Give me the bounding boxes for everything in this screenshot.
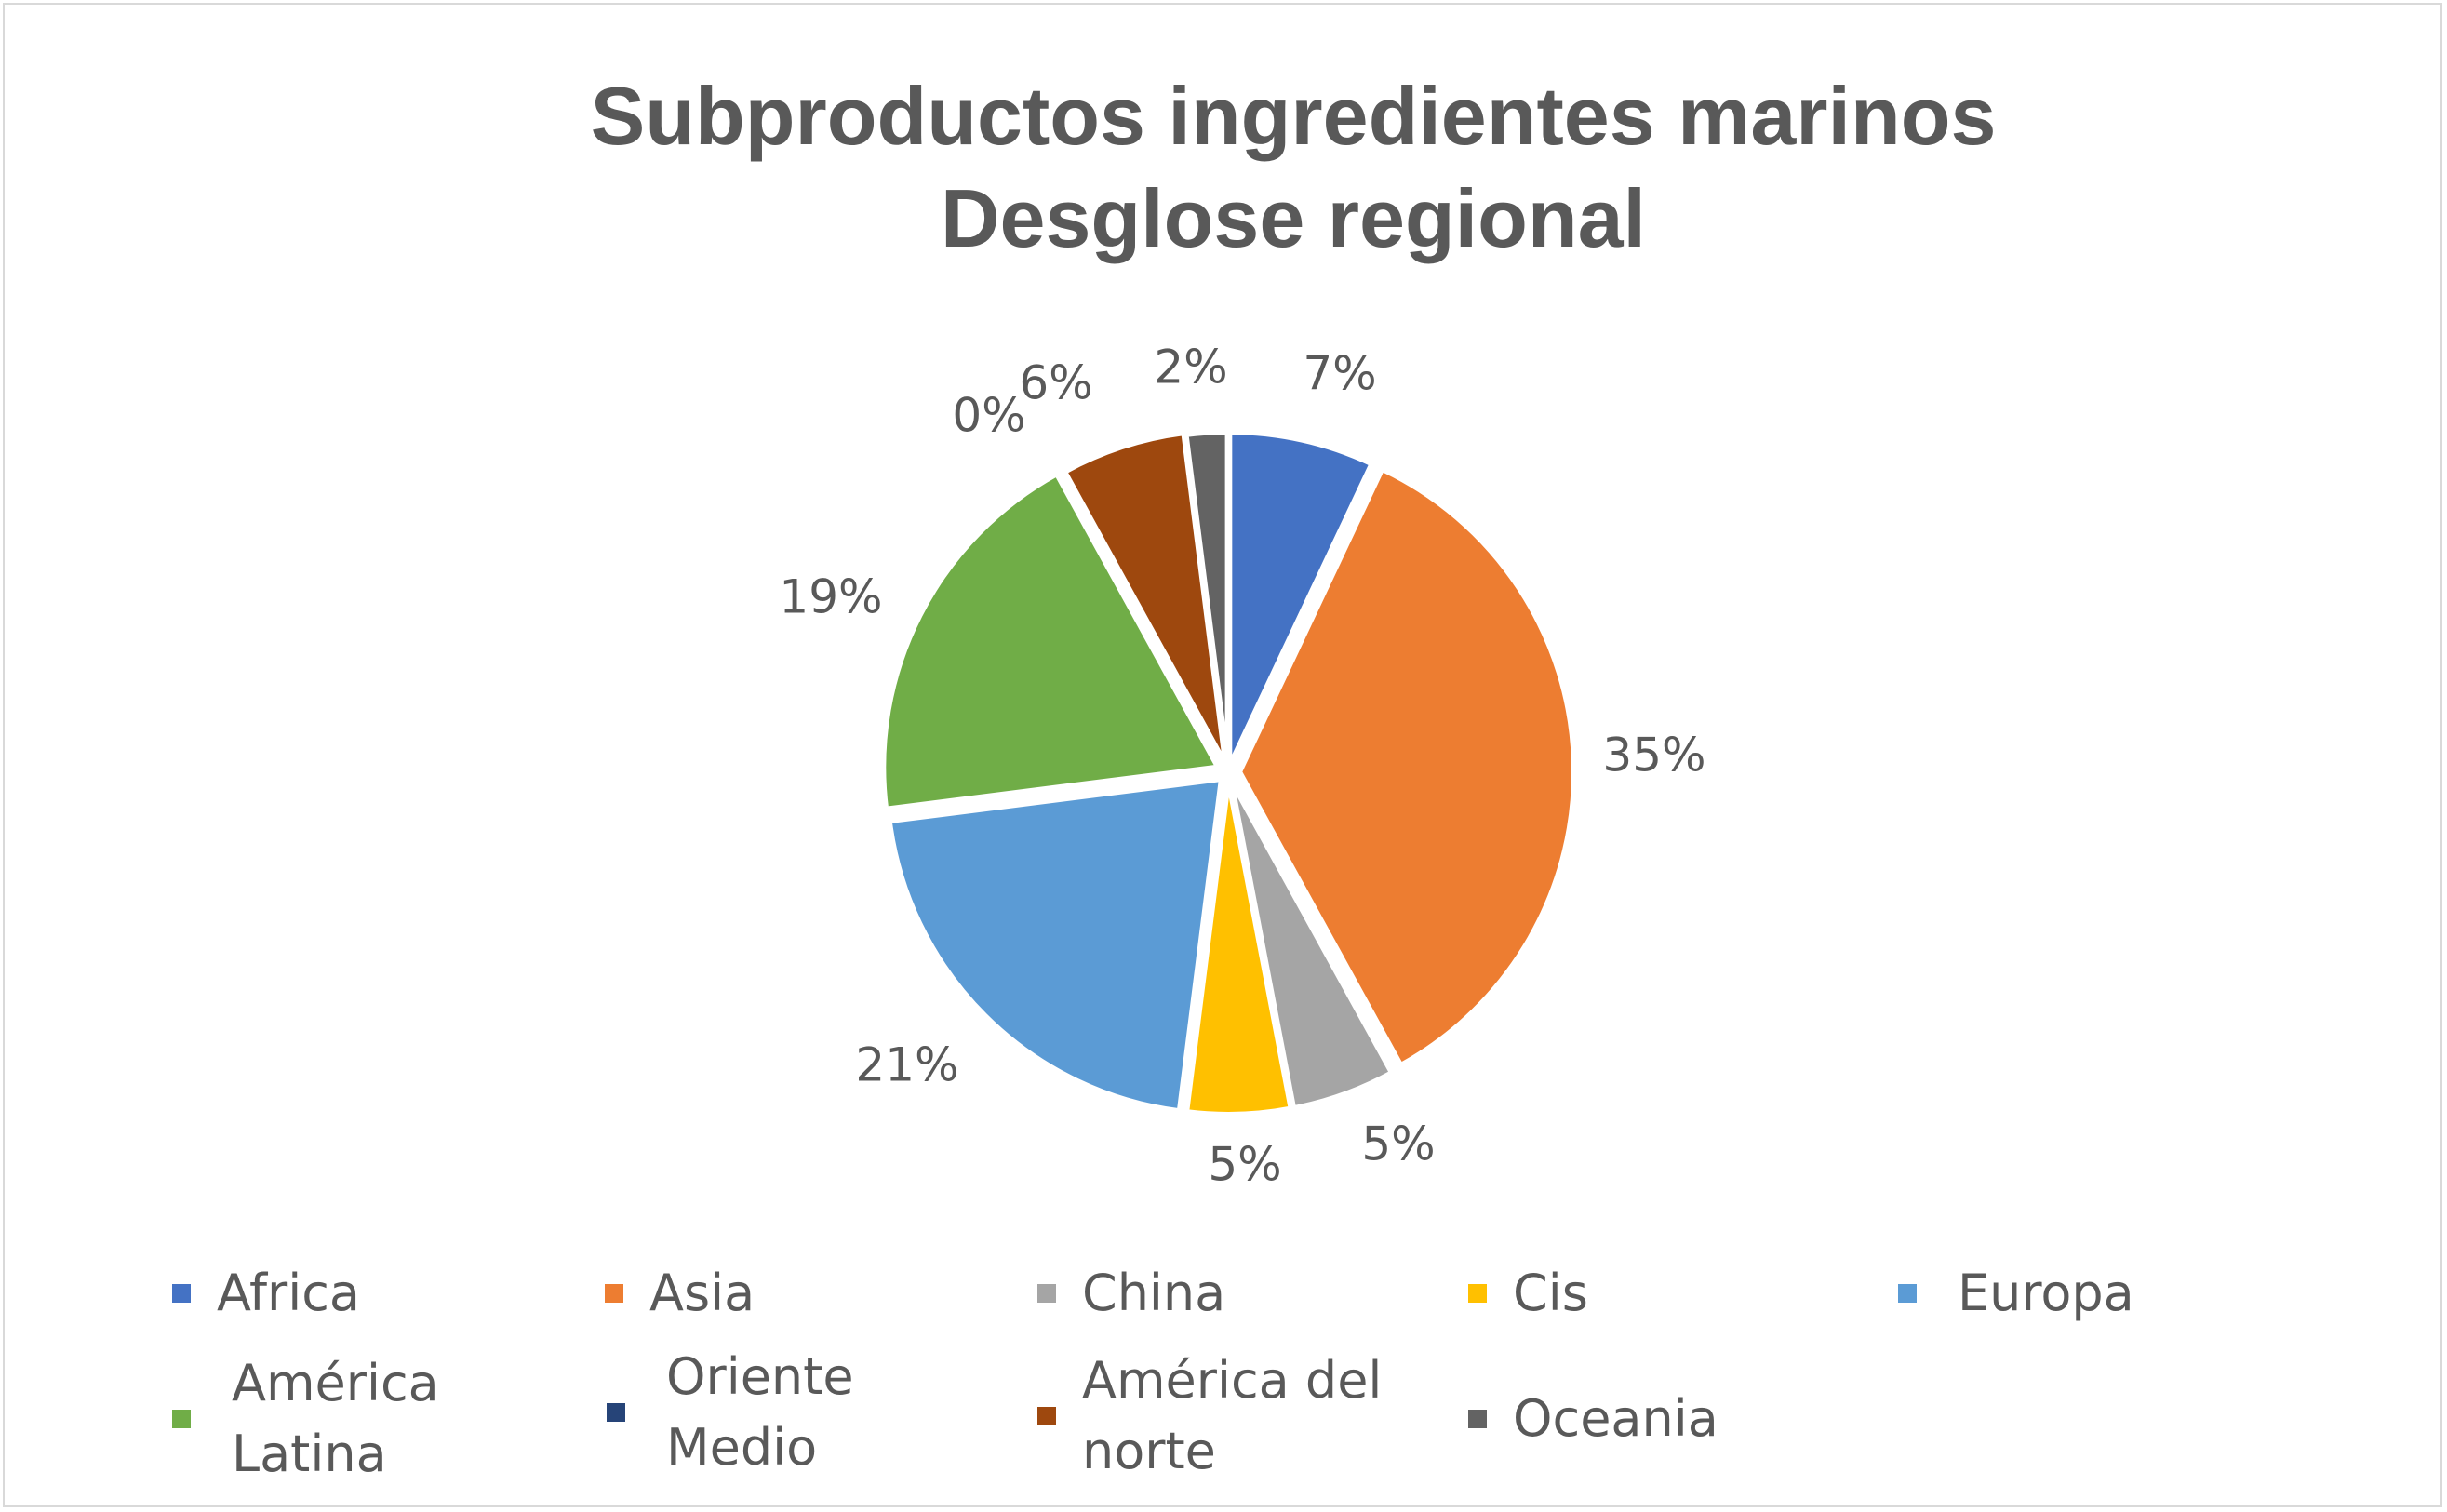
legend-swatch [607,1403,625,1422]
legend-item-cis: Cis [1468,1258,1588,1329]
legend-swatch [1037,1407,1056,1425]
legend-swatch [1468,1284,1487,1303]
legend-label: Oriente Medio [666,1347,854,1477]
pie-slice-oceania [1183,429,1231,770]
legend-item-china: China [1037,1258,1225,1329]
legend-item-asia: Asia [605,1258,755,1329]
legend-label: Oceania [1513,1389,1718,1448]
chart-title-block: Subproductos ingredientes marinos Desglo… [0,65,2447,270]
data-label-europa: 21% [855,1038,958,1092]
legend-swatch [1468,1410,1487,1428]
legend-swatch [172,1284,191,1303]
legend-item-europa: Europa [1898,1258,2134,1329]
pie-slice-cis [1183,776,1294,1117]
legend-swatch [605,1284,623,1303]
chart-subtitle: Desglose regional [940,172,1646,264]
legend-swatch [1037,1284,1056,1303]
pie-slice-américa-del-norte [1062,430,1229,769]
legend-item-oriente-medio: Oriente Medio [607,1342,983,1483]
legend-label: América del norte [1082,1351,1383,1480]
data-label-africa: 7% [1303,347,1376,401]
legend-item-américa-del-norte: América del norte [1037,1345,1398,1487]
legend-label: América Latina [232,1354,439,1483]
legend-swatch [1898,1284,1917,1303]
legend-label: China [1082,1264,1226,1322]
data-label-asia: 35% [1602,729,1705,783]
data-label-oceania: 2% [1154,341,1227,395]
legend-item-oceania: Oceania [1468,1384,1718,1454]
pie-slice-africa [1226,429,1375,770]
legend-item-américa-latina: América Latina [172,1348,548,1490]
data-label-américa-latina: 19% [779,570,882,624]
pie-slice-américa-latina [880,471,1222,812]
data-label-oriente-medio: 0% [952,389,1025,443]
data-label-cis: 5% [1208,1138,1281,1192]
pie-slice-asia [1236,465,1577,1069]
pie-slice-europa [886,776,1224,1115]
data-label-china: 5% [1361,1117,1435,1171]
legend-swatch [172,1410,191,1428]
legend-item-africa: Africa [172,1258,360,1329]
data-label-américa-del-norte: 6% [1019,356,1092,410]
chart-title: Subproductos ingredientes marinos [590,70,1997,162]
legend-label: Europa [1958,1264,2134,1322]
legend-label: Cis [1513,1264,1588,1322]
legend-label: Africa [217,1264,361,1322]
legend-label: Asia [649,1264,755,1322]
